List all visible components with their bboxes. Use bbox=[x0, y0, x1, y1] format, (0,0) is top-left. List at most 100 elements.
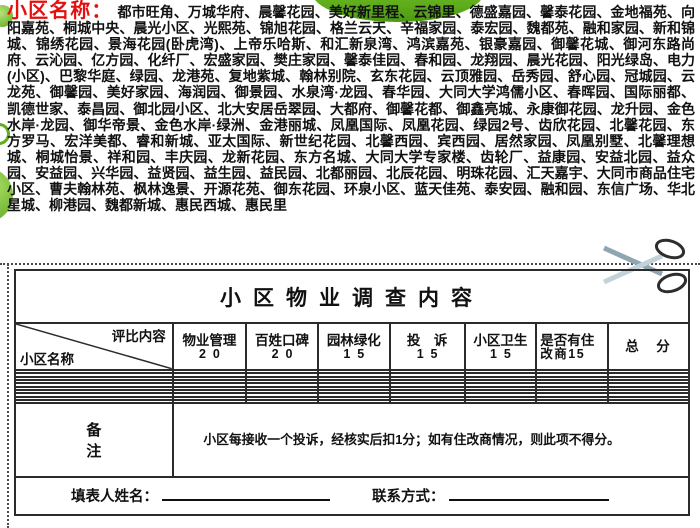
score-cell bbox=[607, 368, 690, 375]
score-cell bbox=[463, 372, 538, 378]
score-cell bbox=[316, 368, 391, 375]
table-row bbox=[14, 388, 690, 395]
table-row bbox=[14, 378, 690, 385]
score-cell bbox=[463, 385, 538, 392]
score-cell bbox=[607, 372, 690, 378]
score-cell bbox=[607, 385, 690, 392]
community-names-text: 都市旺角、万城华府、晨馨花园、美好新里程、云锦里、德盛嘉园、馨泰花园、金地福苑、… bbox=[7, 4, 696, 214]
community-name-cell bbox=[14, 388, 174, 395]
vertical-cut-line bbox=[7, 264, 9, 528]
score-cell bbox=[171, 395, 248, 402]
score-cell bbox=[535, 395, 610, 402]
contact-label: 联系方式： bbox=[372, 489, 445, 506]
score-cell bbox=[388, 372, 466, 378]
score-cell bbox=[171, 388, 248, 395]
column-header-reputation: 百姓口碑 20 bbox=[245, 322, 319, 371]
green-dot-decoration bbox=[0, 5, 13, 27]
score-cell bbox=[245, 398, 319, 405]
score-cell bbox=[607, 382, 690, 388]
header-community-name-label: 小区名称 bbox=[20, 352, 74, 367]
score-cell bbox=[245, 372, 319, 378]
empty-rows bbox=[14, 368, 690, 405]
score-cell bbox=[463, 375, 538, 382]
score-cell bbox=[388, 395, 466, 402]
diagonal-header-cell: 评比内容 小区名称 bbox=[14, 322, 174, 371]
table-title: 小区物业调查内容 bbox=[14, 268, 690, 325]
score-cell bbox=[316, 385, 391, 392]
score-cell bbox=[245, 392, 319, 398]
score-cell bbox=[316, 372, 391, 378]
score-cell bbox=[388, 375, 466, 382]
community-name-cell bbox=[14, 382, 174, 388]
score-cell bbox=[463, 395, 538, 402]
score-cell bbox=[463, 398, 538, 405]
community-name-cell bbox=[14, 392, 174, 398]
score-cell bbox=[171, 368, 248, 375]
score-cell bbox=[171, 385, 248, 392]
score-cell bbox=[607, 388, 690, 395]
score-cell bbox=[535, 368, 610, 375]
table-header-row: 评比内容 小区名称 物业管理 20 百姓口碑 20 园林绿化 15 投 诉 bbox=[14, 322, 690, 371]
community-name-cell bbox=[14, 378, 174, 385]
table-row bbox=[14, 372, 690, 378]
score-cell bbox=[535, 382, 610, 388]
table-row bbox=[14, 385, 690, 392]
score-cell bbox=[535, 398, 610, 405]
score-cell bbox=[535, 388, 610, 395]
remark-label: 备注 bbox=[14, 402, 174, 478]
score-cell bbox=[316, 388, 391, 395]
community-name-cell bbox=[14, 398, 174, 405]
score-cell bbox=[388, 398, 466, 405]
score-cell bbox=[171, 372, 248, 378]
table-title-row: 小区物业调查内容 bbox=[14, 268, 690, 325]
score-cell bbox=[388, 368, 466, 375]
score-cell bbox=[607, 378, 690, 385]
score-cell bbox=[463, 388, 538, 395]
community-name-cell bbox=[14, 372, 174, 378]
score-cell bbox=[316, 398, 391, 405]
column-header-sanitation: 小区卫生 15 bbox=[463, 322, 538, 371]
score-cell bbox=[171, 378, 248, 385]
score-cell bbox=[245, 382, 319, 388]
score-cell bbox=[463, 368, 538, 375]
table-row bbox=[14, 398, 690, 405]
score-cell bbox=[245, 378, 319, 385]
score-cell bbox=[245, 388, 319, 395]
score-cell bbox=[388, 385, 466, 392]
score-cell bbox=[245, 395, 319, 402]
score-cell bbox=[607, 375, 690, 382]
header-eval-content-label: 评比内容 bbox=[111, 329, 166, 345]
form-footer-row: 填表人姓名： 联系方式： bbox=[14, 475, 690, 517]
column-header-total-score: 总 分 bbox=[607, 322, 690, 371]
community-names-paragraph: 小区名称： 都市旺角、万城华府、晨馨花园、美好新里程、云锦里、德盛嘉园、馨泰花园、… bbox=[7, 0, 696, 214]
score-cell bbox=[463, 382, 538, 388]
score-cell bbox=[245, 385, 319, 392]
score-cell bbox=[535, 372, 610, 378]
score-cell bbox=[388, 392, 466, 398]
table-row bbox=[14, 382, 690, 388]
diagonal-line bbox=[16, 325, 171, 369]
remark-text: 小区每接收一个投诉，经核实后扣1分；如有住改商情况，则此项不得分。 bbox=[171, 402, 691, 478]
score-cell bbox=[245, 375, 319, 382]
score-cell bbox=[316, 375, 391, 382]
table-row bbox=[14, 375, 690, 382]
horizontal-cut-line bbox=[0, 263, 700, 265]
community-name-cell bbox=[14, 368, 174, 375]
filler-name-blank bbox=[162, 488, 330, 502]
table-row bbox=[14, 368, 690, 375]
score-cell bbox=[388, 382, 466, 388]
column-header-residence-to-business: 是否有住 改商15 bbox=[535, 322, 610, 371]
score-cell bbox=[535, 392, 610, 398]
survey-table: 小区物业调查内容 评比内容 小区名称 物业管理 20 百姓口碑 20 园林绿化 bbox=[14, 268, 691, 517]
score-cell bbox=[171, 375, 248, 382]
score-cell bbox=[463, 378, 538, 385]
table-row bbox=[14, 392, 690, 398]
column-header-landscaping: 园林绿化 15 bbox=[316, 322, 391, 371]
community-name-cell bbox=[14, 375, 174, 382]
community-names-label: 小区名称： bbox=[7, 0, 113, 22]
score-cell bbox=[535, 385, 610, 392]
score-cell bbox=[171, 392, 248, 398]
score-cell bbox=[607, 392, 690, 398]
green-ellipse-decoration bbox=[312, 0, 484, 22]
